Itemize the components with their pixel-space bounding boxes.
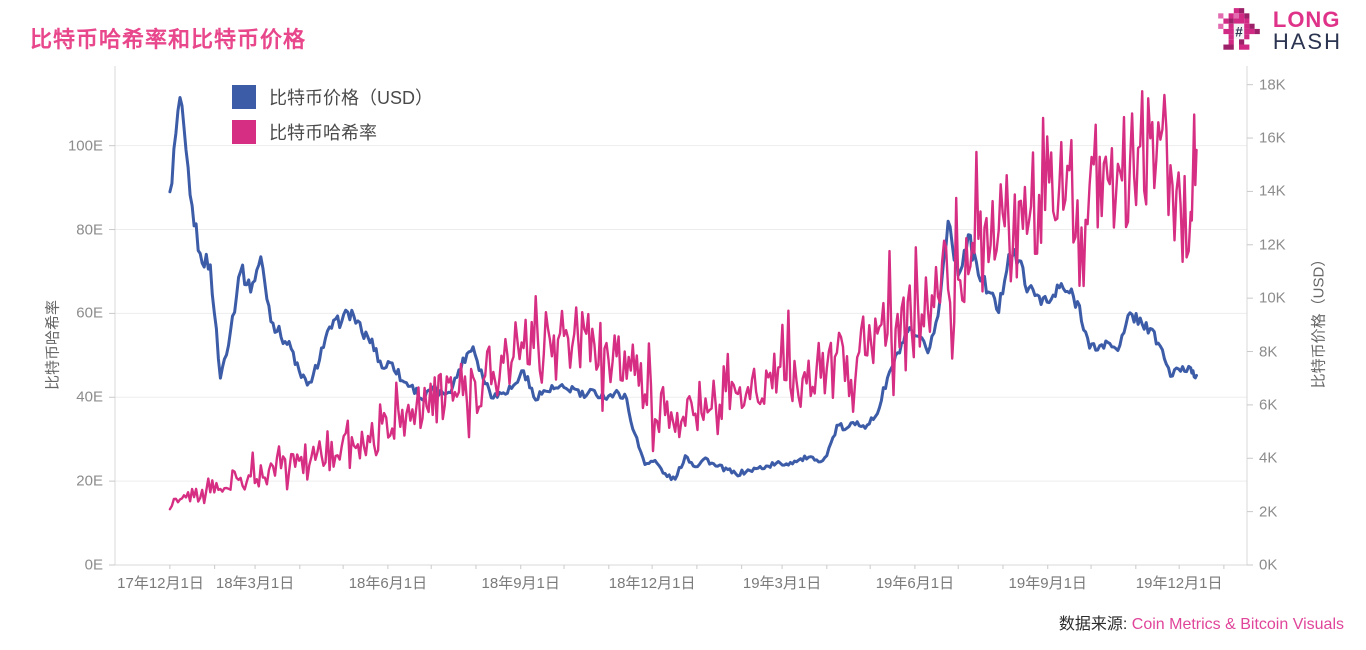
price-series-line	[168, 96, 1198, 482]
x-axis-tick-label: 17年12月1日	[117, 575, 204, 592]
logo-long: LONG	[1272, 7, 1341, 32]
price-series-swatch	[232, 85, 256, 109]
x-axis-tick-label: 18年9月1日	[481, 575, 560, 592]
data-source-label: 数据来源:	[1058, 616, 1128, 633]
right-axis-title: 比特币价格（USD）	[1310, 251, 1328, 389]
data-source-link[interactable]: Coin Metrics & Bitcoin Visuals	[1131, 616, 1344, 633]
x-axis-tick-label: 18年3月1日	[215, 575, 295, 592]
svg-text:#: #	[1235, 25, 1243, 40]
left-axis-title: 比特币哈希率	[44, 299, 62, 391]
right-axis-tick-label: 2K	[1259, 503, 1278, 521]
x-axis-tick-label: 19年6月1日	[875, 575, 955, 592]
right-axis-tick-label: 18K	[1259, 76, 1286, 94]
right-axis-tick-label: 12K	[1259, 236, 1286, 254]
right-axis-tick-label: 8K	[1259, 343, 1278, 361]
x-axis-tick-label: 18年12月1日	[608, 575, 696, 592]
page-title: 比特币哈希率和比特币价格	[30, 27, 307, 52]
right-axis-tick-label: 6K	[1259, 396, 1278, 414]
hashrate-series-swatch	[232, 120, 256, 144]
right-axis-tick-label: 10K	[1259, 289, 1286, 307]
left-axis-tick-label: 40E	[76, 388, 103, 406]
left-axis-tick-label: 100E	[67, 137, 103, 155]
logo-wordmark: LONG HASH	[1273, 9, 1342, 53]
logo-hash: HASH	[1272, 29, 1342, 54]
right-axis-tick-label: 0K	[1259, 556, 1278, 574]
chart-legend: 比特币价格（USD） 比特币哈希率	[232, 84, 433, 145]
x-axis-tick-label: 19年9月1日	[1008, 575, 1087, 592]
x-axis-tick-label: 19年12月1日	[1135, 575, 1223, 592]
pixel-dino-hash-icon: #	[1218, 8, 1260, 50]
right-axis-tick-label: 14K	[1259, 182, 1286, 200]
data-source-footer: 数据来源: Coin Metrics & Bitcoin Visuals	[1059, 610, 1344, 634]
legend-item-hashrate[interactable]: 比特币哈希率	[232, 119, 433, 145]
left-axis-tick-label: 80E	[76, 221, 103, 239]
right-axis-tick-label: 16K	[1259, 129, 1286, 147]
left-axis-tick-label: 60E	[76, 304, 103, 322]
right-axis-tick-label: 4K	[1259, 449, 1278, 467]
x-axis-tick-label: 18年6月1日	[348, 575, 428, 592]
x-axis-tick-label: 19年3月1日	[742, 575, 822, 592]
legend-label-price: 比特币价格（USD）	[269, 88, 434, 108]
legend-item-price[interactable]: 比特币价格（USD）	[232, 84, 433, 110]
longhash-logo: # LONG HASH	[1213, 8, 1342, 54]
legend-label-hashrate: 比特币哈希率	[269, 123, 377, 143]
hashrate-series-line	[168, 89, 1198, 511]
left-axis-tick-label: 0E	[84, 556, 103, 574]
left-axis-tick-label: 20E	[76, 472, 103, 490]
